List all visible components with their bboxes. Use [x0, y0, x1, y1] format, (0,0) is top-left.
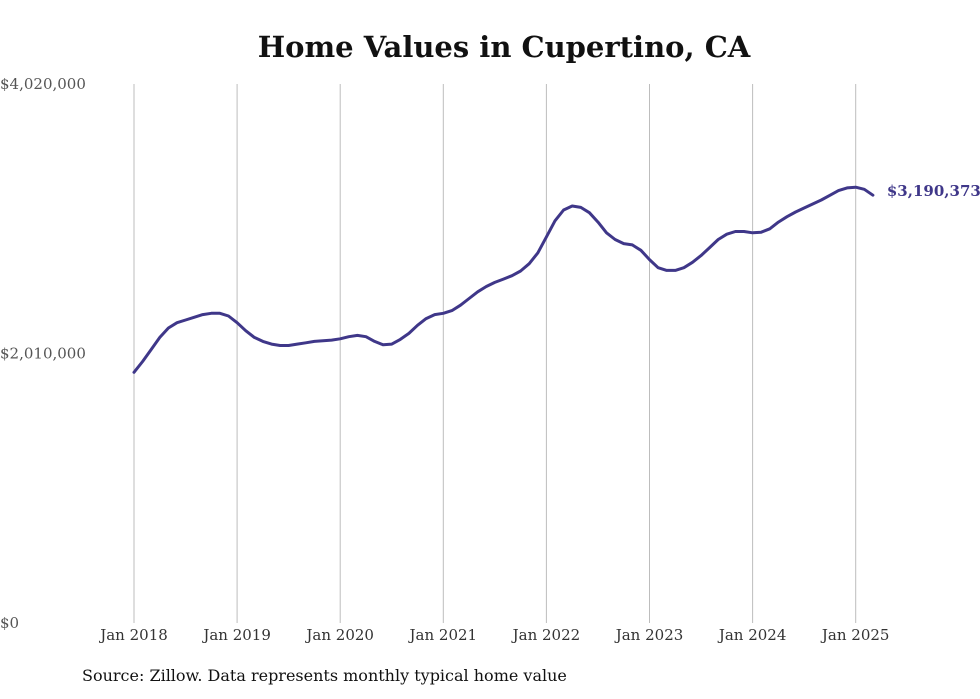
source-note: Source: Zillow. Data represents monthly …: [82, 666, 567, 685]
line-chart: $0$2,010,000$4,020,000 Jan 2018 Jan 2019 J…: [0, 75, 980, 644]
x-tick-label: Jan 2024: [717, 626, 787, 644]
y-tick-label: $4,020,000: [0, 75, 86, 93]
grid-lines: [133, 84, 857, 623]
x-tick-label: Jan 2021: [408, 626, 478, 644]
y-tick-label: $2,010,000: [0, 345, 86, 363]
x-axis-labels: Jan 2018 Jan 2019 Jan 2020 Jan 2021 Jan 2022…: [98, 626, 889, 644]
y-axis-labels: $0 $2,010,000 $4,020,000: [0, 75, 86, 632]
x-tick-label: Jan 2018: [98, 626, 168, 644]
end-value-label: $3,190,373: [887, 182, 980, 200]
x-tick-label: Jan 2025: [820, 626, 890, 644]
chart-title: Home Values in Cupertino, CA: [257, 30, 751, 64]
x-tick-label: Jan 2022: [511, 626, 581, 644]
x-tick-label: Jan 2023: [614, 626, 684, 644]
home-value-line: [132, 185, 875, 374]
x-tick-label: Jan 2019: [201, 626, 271, 644]
y-tick-label: $0: [0, 614, 19, 632]
series-group: [132, 185, 875, 374]
x-tick-label: Jan 2020: [304, 626, 374, 644]
end-value-label-group: $3,190,373: [887, 182, 980, 200]
